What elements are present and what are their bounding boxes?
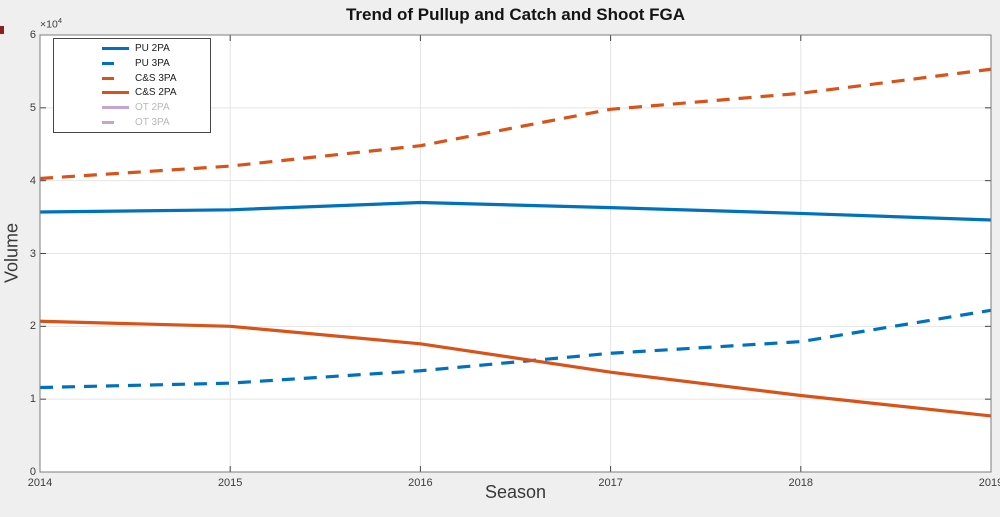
legend-item-ot-3pa[interactable]: OT 3PA: [54, 116, 210, 130]
corner-red-mark: [0, 26, 4, 34]
series-line-pu-2pa[interactable]: [39, 200, 992, 222]
x-tick-label: 2019: [978, 477, 1000, 489]
legend-line-sample: [102, 46, 129, 50]
chart-title: Trend of Pullup and Catch and Shoot FGA: [345, 5, 686, 24]
legend: PU 2PA PU 3PA C&S 3PA C&S 2PA OT 2PA OT 3PA: [53, 38, 211, 133]
series-line-c-s-2pa[interactable]: [39, 319, 992, 418]
exponent-mantissa: ×10: [40, 18, 58, 31]
y-tick-label: 5: [29, 101, 36, 114]
legend-item-label: OT 3PA: [135, 117, 170, 129]
legend-swatch-c-s-2pa-solid-line-icon: [102, 91, 129, 95]
legend-item-label: C&S 2PA: [135, 87, 177, 99]
y-tick-label: 6: [29, 29, 36, 41]
series-line-pu-3pa[interactable]: [39, 308, 992, 390]
legend-swatch-pu-3pa-dashed-line-icon: [102, 61, 129, 65]
legend-swatch-pu-2pa-solid-line-icon: [102, 46, 129, 50]
exponent-power: 4: [57, 16, 62, 25]
legend-item-c-s-2pa[interactable]: C&S 2PA: [54, 86, 210, 100]
axes-box-border: [39, 34, 992, 473]
legend-line-sample: [102, 106, 129, 110]
x-axis-label: Season: [484, 482, 547, 502]
y-tick-label: 0: [29, 466, 36, 478]
legend-item-pu-2pa[interactable]: PU 2PA: [54, 41, 210, 55]
legend-line-sample: [102, 121, 114, 125]
y-tick-label: 4: [29, 174, 36, 187]
series-line-c-s-3pa[interactable]: [39, 67, 992, 181]
x-tick-label: 2016: [408, 477, 433, 489]
legend-item-ot-2pa[interactable]: OT 2PA: [54, 101, 210, 115]
legend-item-pu-3pa[interactable]: PU 3PA: [54, 56, 210, 70]
legend-item-label: PU 2PA: [135, 42, 170, 54]
legend-line-sample: [102, 61, 114, 65]
y-tick-label: 3: [29, 247, 36, 260]
legend-line-sample: [102, 91, 129, 95]
legend-item-c-s-3pa[interactable]: C&S 3PA: [54, 71, 210, 85]
legend-line-sample: [102, 76, 114, 80]
y-tick-label: 1: [29, 393, 36, 406]
legend-swatch-ot-3pa-dashed-line-icon: [102, 121, 129, 125]
legend-swatch-ot-2pa-solid-line-icon: [102, 106, 129, 110]
legend-item-label: C&S 3PA: [135, 72, 177, 84]
legend-swatch-c-s-3pa-dashed-line-icon: [102, 76, 129, 80]
legend-item-label: OT 2PA: [135, 102, 170, 114]
x-tick-label: 2015: [217, 477, 243, 489]
legend-item-label: PU 3PA: [135, 57, 170, 69]
x-tick-label: 2014: [27, 477, 53, 489]
x-tick-label: 2017: [598, 477, 623, 489]
y-tick-label: 2: [29, 320, 36, 333]
x-tick-label: 2018: [788, 477, 814, 489]
y-axis-exponent-label: ×104: [40, 16, 62, 31]
